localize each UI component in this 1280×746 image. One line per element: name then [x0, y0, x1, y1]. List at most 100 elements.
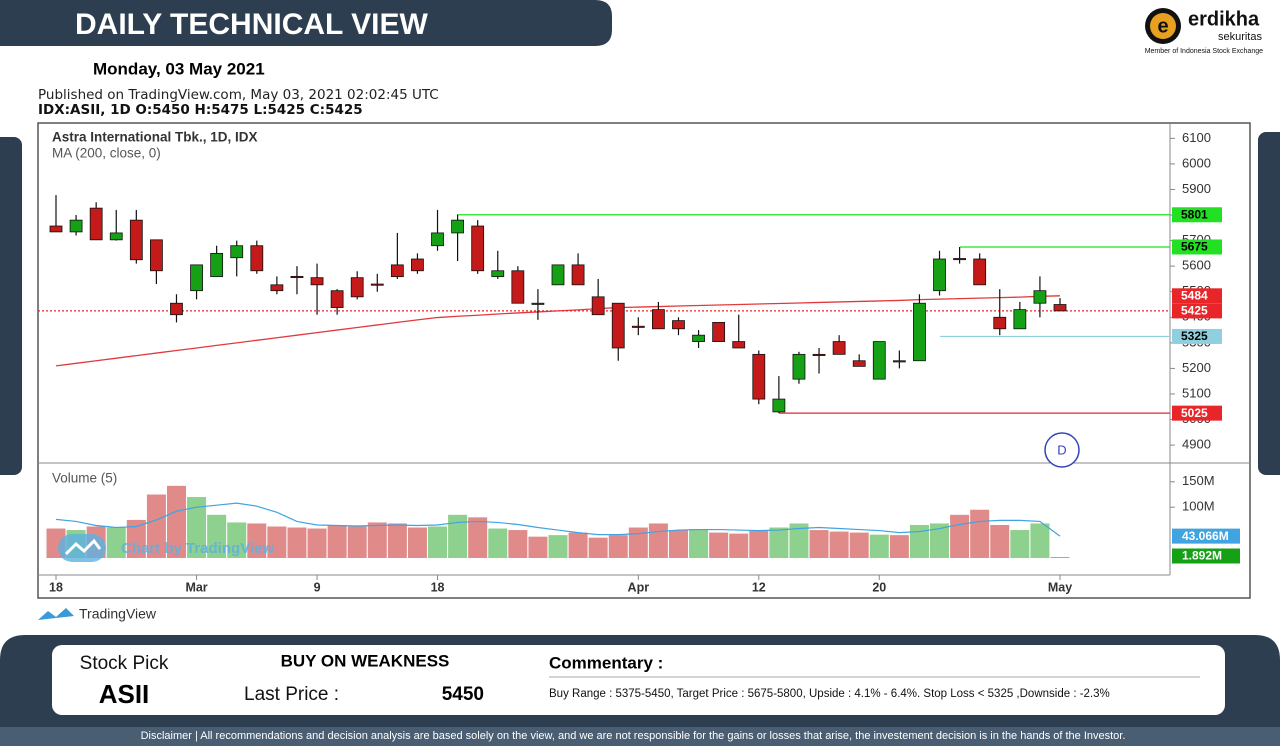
level-label: 5025	[1181, 406, 1208, 420]
volume-bar	[829, 531, 849, 558]
volume-bar	[1030, 523, 1050, 558]
x-tick-label: 18	[49, 580, 63, 594]
candle-body	[49, 225, 63, 233]
candle-body	[190, 264, 203, 292]
volume-tick-label: 150M	[1182, 473, 1215, 488]
watermark-icon-line	[64, 538, 102, 556]
volume-label-box	[1172, 528, 1240, 544]
candle-body	[732, 341, 746, 349]
volume-bar	[207, 514, 227, 558]
y-tick-label: 5900	[1182, 181, 1211, 196]
interval-badge-text: D	[1057, 442, 1066, 457]
commentary: Buy Range : 5375-5450, Target Price : 56…	[549, 688, 1110, 700]
last-price-label: Last Price :	[244, 684, 339, 705]
volume-bar	[106, 527, 126, 558]
header-band	[0, 0, 612, 46]
candle-body	[330, 290, 344, 308]
volume-label: 43.066M	[1182, 529, 1229, 543]
candle-body	[230, 245, 244, 259]
page-title: DAILY TECHNICAL VIEW	[75, 8, 429, 41]
report-date: Monday, 03 May 2021	[93, 59, 265, 78]
candle-body	[109, 232, 123, 241]
volume-bar	[187, 497, 207, 558]
y-tick-label: 6000	[1182, 155, 1211, 170]
level-label: 5325	[1181, 329, 1208, 343]
volume-bar	[528, 536, 548, 558]
volume-bar	[729, 533, 749, 558]
candle-body	[531, 302, 545, 305]
candle-body	[832, 341, 846, 355]
volume-bar	[307, 528, 327, 558]
published-note: Published on TradingView.com, May 03, 20…	[38, 87, 439, 103]
volume-bar	[387, 523, 407, 558]
volume-bar	[247, 523, 267, 558]
level-label: 5425	[1181, 304, 1208, 318]
y-tick-label: 4900	[1182, 437, 1211, 452]
volume-bar	[849, 532, 869, 558]
brand: TradingView	[79, 606, 157, 622]
candle-body	[290, 275, 304, 278]
candle-body	[1053, 304, 1067, 312]
logo-core	[1150, 13, 1176, 39]
volume-bar	[588, 537, 608, 558]
volume-bar	[568, 532, 588, 558]
volume-bar	[166, 485, 186, 558]
level-label-box	[1172, 405, 1222, 421]
volume-bar	[970, 509, 990, 558]
disclaimer: Disclaimer | All recommendations and dec…	[141, 730, 1126, 742]
candle-body	[812, 353, 826, 356]
y-tick-label: 6100	[1182, 130, 1211, 145]
candle-body	[390, 264, 404, 278]
x-tick-label: 18	[431, 580, 445, 594]
candle-body	[370, 283, 384, 286]
candle-body	[170, 302, 183, 316]
volume-bar	[488, 528, 508, 558]
disclaimer-bar	[0, 727, 1280, 746]
chart-subtitle: MA (200, close, 0)	[52, 146, 161, 161]
volume-label: 1.892M	[1182, 549, 1222, 563]
volume-bar	[347, 526, 367, 558]
volume-bar	[407, 527, 427, 558]
logo-member: Member of Indonesia Stock Exchange	[1145, 48, 1263, 55]
volume-bar	[809, 530, 829, 558]
stock-pick-label: Stock Pick	[80, 653, 169, 674]
volume-bar	[548, 535, 568, 558]
volume-tick-label: 100M	[1182, 499, 1215, 514]
level-label: 5484	[1181, 288, 1208, 302]
level-label: 5801	[1181, 207, 1208, 221]
candle-body	[471, 225, 485, 272]
candle-body	[772, 398, 786, 413]
candle-body	[310, 277, 324, 286]
x-tick-label: Mar	[185, 580, 207, 594]
x-tick-label: May	[1048, 580, 1072, 594]
volume-bar	[1050, 557, 1070, 558]
chart-frame	[37, 122, 1251, 599]
side-tab	[0, 137, 22, 475]
volume-bar	[930, 523, 950, 558]
candle-body	[411, 258, 424, 272]
volume-bar	[428, 526, 448, 558]
candle-body	[792, 353, 806, 380]
candle-body	[692, 334, 705, 342]
candle-body	[752, 353, 766, 400]
x-tick-label: 12	[752, 580, 766, 594]
candle-body	[350, 277, 364, 298]
candle-body	[129, 219, 143, 261]
volume-bar	[287, 527, 307, 558]
level-label-box	[1172, 303, 1222, 319]
candle-body	[571, 264, 585, 286]
y-tick-label: 5100	[1182, 385, 1211, 400]
logo-sub: sekuritas	[1218, 31, 1263, 43]
volume-bar	[1010, 530, 1030, 558]
y-tick-label: 5200	[1182, 360, 1211, 375]
level-label-box	[1172, 328, 1222, 344]
logo-name: erdikha	[1188, 8, 1260, 30]
candle-body	[933, 258, 946, 292]
candle-body	[250, 245, 264, 272]
volume-bar	[448, 514, 468, 558]
candle-body	[672, 320, 685, 330]
volume-bar	[468, 517, 488, 558]
y-tick-label: 5600	[1182, 258, 1211, 273]
candle-body	[1033, 290, 1047, 304]
